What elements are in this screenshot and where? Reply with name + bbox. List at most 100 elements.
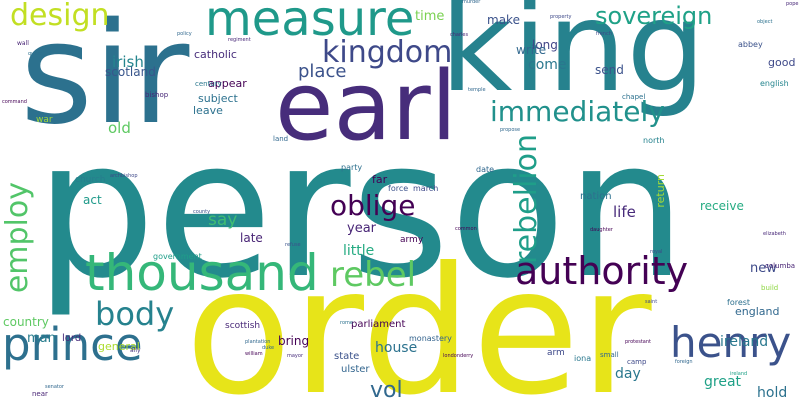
word-write: write [516, 43, 547, 57]
word-leave: leave [193, 104, 223, 117]
word-make: make [487, 13, 520, 27]
word-regiment: regiment [228, 37, 251, 43]
word-londonderry: londonderry [443, 353, 474, 359]
word-murder: murder [462, 0, 481, 5]
word-thousand: thousand [85, 244, 319, 302]
word-sir: sir [20, 0, 190, 156]
word-william: william [245, 351, 263, 357]
word-time: time [415, 9, 445, 24]
word-man: man [27, 331, 56, 346]
word-person: person [35, 99, 687, 320]
word-say: say [208, 210, 238, 230]
word-king: king [440, 0, 706, 120]
word-scottish: scottish [225, 321, 261, 331]
word-design: design [10, 0, 110, 33]
word-vol: vol [370, 378, 403, 400]
word-english: english [760, 79, 789, 88]
word-place: place [298, 61, 347, 82]
word-far: far [372, 173, 388, 186]
word-long: long [532, 38, 558, 52]
word-order: order [185, 231, 652, 400]
word-catholic: catholic [194, 48, 237, 61]
word-late: late [240, 231, 263, 245]
word-parliament: parliament [351, 319, 406, 330]
word-house: house [375, 340, 418, 356]
word-foreign: foreign [675, 359, 693, 365]
word-rebel: rebel [330, 255, 417, 295]
word-good: good [768, 56, 796, 69]
word-force: force [388, 184, 409, 193]
word-employ: employ [0, 182, 35, 294]
word-saint: saint [645, 299, 658, 305]
word-henry: henry [670, 318, 792, 367]
word-immediately: immediately [490, 95, 665, 128]
word-plantation: plantation [245, 339, 271, 345]
word-rome: rome [340, 320, 353, 326]
word-refuse: refuse [285, 242, 301, 248]
word-policy: policy [177, 31, 192, 37]
word-oblige: oblige [330, 189, 416, 222]
word-camp: camp [627, 358, 647, 366]
word-army: army [400, 235, 424, 245]
word-kingdom: kingdom [322, 35, 453, 70]
word-county: county [193, 209, 211, 215]
word-iona: iona [574, 354, 592, 363]
word-authority: authority [515, 249, 689, 293]
word-life: life [613, 203, 636, 221]
word-duke: duke [262, 345, 275, 351]
word-ireland: ireland [720, 334, 769, 350]
word-country: country [3, 315, 49, 329]
word-ireland-small: ireland [730, 371, 748, 377]
word-party: party [341, 163, 363, 172]
word-command: command [2, 99, 27, 105]
word-archbishop: archbishop [110, 173, 138, 179]
word-bishop: bishop [145, 91, 169, 99]
word-little: little [343, 243, 375, 259]
word-government: government [153, 252, 202, 261]
word-build: build [761, 284, 779, 292]
word-protestant: protestant [625, 339, 651, 345]
word-day: day [615, 366, 641, 382]
word-state: state [334, 351, 360, 362]
word-irish: irish [112, 53, 144, 71]
word-daughter: daughter [590, 227, 613, 233]
word-small: small [600, 351, 619, 359]
word-church: church [75, 175, 106, 185]
word-march: march [413, 184, 439, 193]
word-abbey: abbey [738, 40, 763, 49]
word-common: common [455, 226, 477, 232]
word-subject: subject [198, 92, 238, 105]
word-propose: propose [500, 127, 521, 133]
word-nation: nation [580, 191, 612, 202]
word-property: property [550, 14, 572, 20]
word-new: new [750, 261, 777, 276]
word-arm: arm [547, 348, 565, 358]
word-french: french [596, 31, 612, 37]
word-north: north [643, 136, 665, 145]
word-chapel: chapel [622, 93, 646, 101]
word-near: near [32, 390, 48, 398]
word-pope: pope [786, 1, 799, 7]
word-temple: temple [468, 87, 486, 93]
word-elizabeth: elizabeth [763, 231, 786, 237]
word-ally: ally [130, 347, 141, 354]
word-old: old [108, 119, 131, 137]
word-return: return [654, 174, 667, 208]
word-general: general [98, 340, 140, 353]
word-land: land [273, 135, 289, 143]
word-year: year [347, 221, 377, 236]
word-wall: wall [17, 40, 29, 47]
word-bring: bring [278, 334, 310, 348]
word-lord: lord [62, 333, 82, 344]
word-great: great [704, 374, 742, 390]
word-earl: earl [275, 52, 458, 162]
word-scotland: scotland [105, 65, 156, 79]
word-come: come [528, 57, 567, 73]
word-england: england [735, 305, 780, 318]
word-sovereign: sovereign [595, 2, 713, 30]
word-royal: royal [650, 249, 663, 255]
word-object: object [757, 19, 773, 25]
word-mayor: mayor [287, 353, 304, 359]
word-monastery: monastery [409, 334, 452, 343]
